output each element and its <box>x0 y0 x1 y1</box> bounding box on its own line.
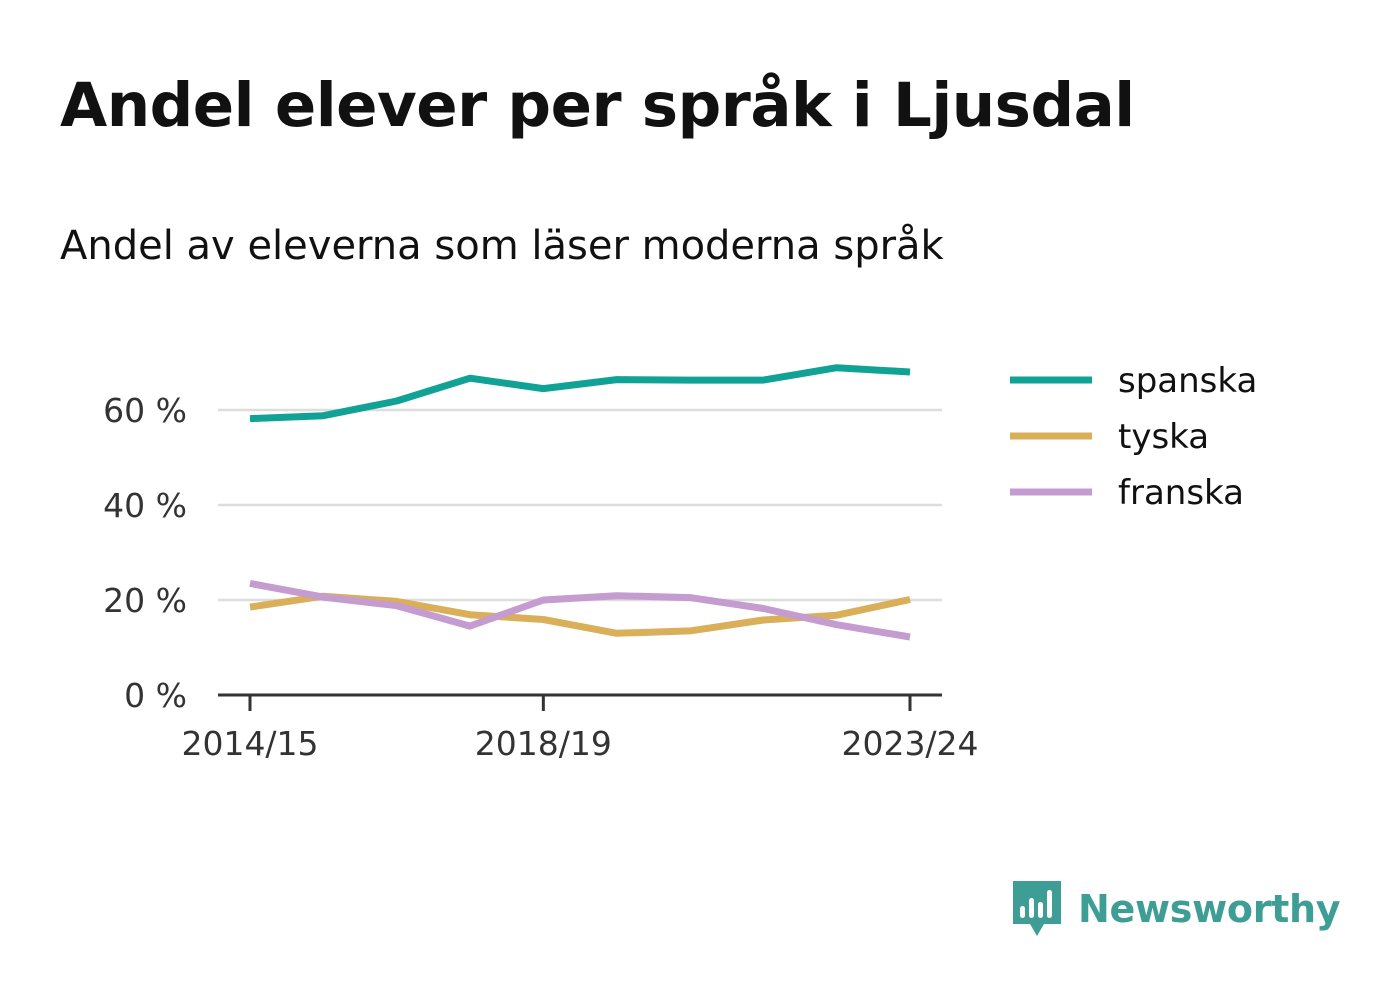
legend: spanska tyska franska <box>1010 361 1257 513</box>
x-axis: 2014/15 2018/19 2023/24 <box>181 693 979 763</box>
y-tick-label: 0 % <box>124 676 187 715</box>
gridlines <box>218 408 942 602</box>
legend-label-franska: franska <box>1118 473 1244 513</box>
legend-label-spanska: spanska <box>1118 361 1257 401</box>
chart-title: Andel elever per språk i Ljusdal <box>60 70 1135 141</box>
series-line-franska <box>249 579 911 641</box>
series-lines <box>249 364 911 641</box>
y-tick-label: 60 % <box>103 391 187 430</box>
newsworthy-logo: Newsworthy <box>1010 878 1341 940</box>
y-axis-tick-labels: 0 % 20 % 40 % 60 % <box>103 391 187 715</box>
series-line-spanska <box>249 364 911 423</box>
legend-label-tyska: tyska <box>1118 417 1209 457</box>
y-tick-label: 40 % <box>103 486 187 525</box>
chart-subtitle: Andel av eleverna som läser moderna språ… <box>60 223 944 269</box>
newsworthy-bar-chart-icon <box>1013 881 1061 936</box>
x-tick-label: 2023/24 <box>841 724 978 763</box>
x-tick-label: 2018/19 <box>475 724 612 763</box>
x-tick-label: 2014/15 <box>181 724 318 763</box>
brand-name: Newsworthy <box>1078 887 1341 931</box>
y-tick-label: 20 % <box>103 581 187 620</box>
